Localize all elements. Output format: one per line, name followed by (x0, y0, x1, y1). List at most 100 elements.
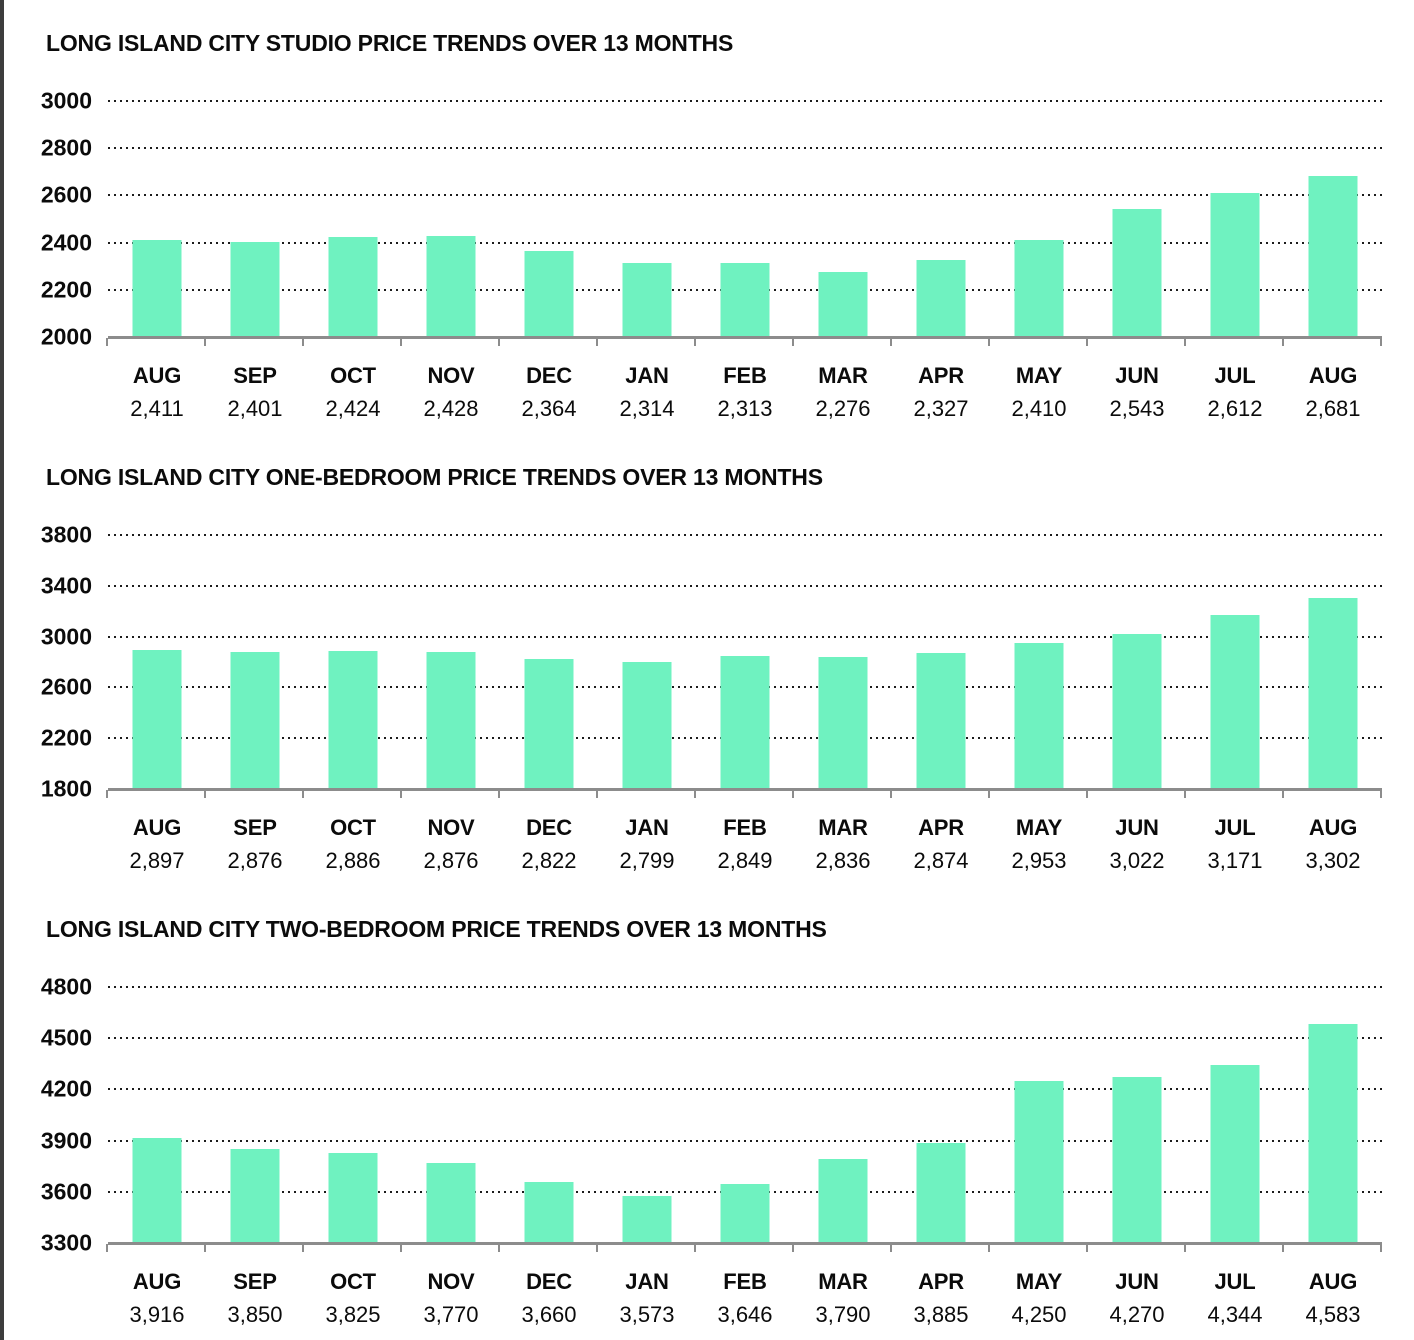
x-month-label: SEP (233, 815, 277, 840)
x-label: MAR 2,276 (794, 363, 892, 422)
bar-slot (598, 987, 696, 1243)
bar (720, 263, 770, 337)
y-tick-label: 1800 (40, 775, 92, 802)
bar (1112, 1077, 1162, 1243)
gridline (108, 986, 1382, 988)
bar-slot (500, 535, 598, 789)
x-axis-line (108, 1242, 1382, 1245)
x-value-label: 2,314 (619, 396, 675, 421)
bar-slot (500, 101, 598, 337)
x-month-label: SEP (233, 1269, 277, 1294)
x-axis: AUG 2,411 SEP 2,401 OCT 2,424 NOV 2,428 DEC 2,364… (108, 363, 1382, 422)
bar-slot (108, 987, 206, 1243)
y-tick-label: 3300 (40, 1229, 92, 1256)
studio-price-chart: LONG ISLAND CITY STUDIO PRICE TRENDS OVE… (4, 30, 1414, 422)
x-value-label: 4,270 (1109, 1302, 1165, 1327)
bar (328, 651, 378, 789)
x-label: OCT 2,886 (304, 815, 402, 874)
x-month-label: AUG (1308, 815, 1358, 840)
y-tick-label: 3600 (40, 1178, 92, 1205)
axis-tick (990, 338, 1088, 346)
x-axis-line (108, 788, 1382, 791)
x-month-label: AUG (1308, 363, 1358, 388)
bar (916, 259, 966, 337)
plot-area (106, 534, 1382, 798)
y-tick-label: 3000 (40, 623, 92, 650)
x-month-label: MAY (1015, 1269, 1063, 1294)
bar (1308, 1024, 1358, 1243)
bar-slot (1186, 535, 1284, 789)
x-label: MAY 2,953 (990, 815, 1088, 874)
axis-tick (108, 1244, 206, 1252)
y-tick-label: 2600 (40, 673, 92, 700)
x-month-label: MAR (818, 815, 868, 840)
bar-slot (990, 987, 1088, 1243)
x-value-label: 3,022 (1109, 848, 1165, 873)
x-value-label: 2,276 (815, 396, 871, 421)
plot-area (106, 100, 1382, 346)
x-month-label: AUG (132, 815, 182, 840)
x-month-label: JAN (625, 363, 669, 388)
bar-slot (1284, 987, 1382, 1243)
x-label: AUG 3,302 (1284, 815, 1382, 874)
plot-row: 4800 4500 4200 3900 3600 3300 (4, 975, 1414, 1254)
axis-tick (1186, 338, 1284, 346)
bar (916, 1143, 966, 1243)
x-month-label: OCT (330, 815, 376, 840)
axis-tick (598, 338, 696, 346)
bar (1014, 1080, 1064, 1243)
bar-slot (794, 101, 892, 337)
x-month-label: MAR (818, 363, 868, 388)
x-label: JAN 3,573 (598, 1269, 696, 1328)
bar (1014, 642, 1064, 789)
x-value-label: 3,646 (717, 1302, 773, 1327)
y-tick-label: 2600 (40, 181, 92, 208)
x-axis-line (108, 336, 1382, 339)
bars-layer (108, 987, 1382, 1243)
x-value-label: 3,770 (423, 1302, 479, 1327)
gridline (108, 635, 1382, 638)
x-label: JAN 2,799 (598, 815, 696, 874)
x-label: APR 2,874 (892, 815, 990, 874)
axis-tick (1284, 338, 1382, 346)
axis-tick (1284, 1244, 1382, 1252)
bar (1308, 176, 1358, 337)
x-value-label: 2,327 (913, 396, 969, 421)
bar (524, 1181, 574, 1243)
axis-tick (206, 790, 304, 798)
bars-layer (108, 101, 1382, 337)
axis-tick (696, 790, 794, 798)
x-value-label: 2,897 (129, 848, 185, 873)
x-value-label: 2,799 (619, 848, 675, 873)
bar-slot (402, 987, 500, 1243)
y-tick-label: 2400 (40, 229, 92, 256)
axis-tick (892, 338, 990, 346)
chart-title: LONG ISLAND CITY TWO-BEDROOM PRICE TREND… (46, 916, 827, 942)
x-label: JUN 2,543 (1088, 363, 1186, 422)
x-value-label: 2,681 (1305, 396, 1361, 421)
bar-slot (892, 535, 990, 789)
x-month-label: NOV (427, 1269, 475, 1294)
x-month-label: MAY (1015, 363, 1063, 388)
bar (328, 1153, 378, 1243)
x-month-label: JUL (1214, 1269, 1256, 1294)
x-label: APR 2,327 (892, 363, 990, 422)
bar-slot (1088, 987, 1186, 1243)
axis-tick (598, 1244, 696, 1252)
gridline (108, 1139, 1382, 1142)
axis-tick (206, 338, 304, 346)
x-value-label: 2,428 (423, 396, 479, 421)
x-label: SEP 2,876 (206, 815, 304, 874)
axis-tick (1088, 790, 1186, 798)
bar-slot (1088, 101, 1186, 337)
x-label: DEC 3,660 (500, 1269, 598, 1328)
y-tick-label: 4800 (40, 973, 92, 1000)
x-month-label: APR (918, 815, 964, 840)
gridline (108, 241, 1382, 244)
y-tick-label: 3900 (40, 1127, 92, 1154)
axis-tick (304, 790, 402, 798)
x-label: AUG 3,916 (108, 1269, 206, 1328)
x-label: FEB 2,849 (696, 815, 794, 874)
x-value-label: 2,411 (130, 396, 184, 421)
x-month-label: JAN (625, 1269, 669, 1294)
